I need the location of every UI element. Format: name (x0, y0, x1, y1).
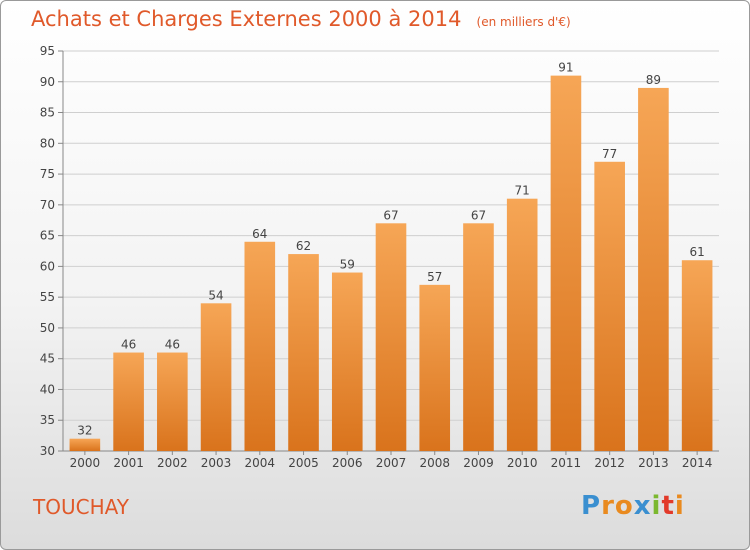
x-tick-label: 2011 (551, 456, 582, 470)
x-tick-label: 2010 (507, 456, 538, 470)
y-tick-label: 95 (40, 44, 55, 58)
bar-value-label: 54 (208, 288, 223, 302)
bar (638, 87, 669, 451)
y-tick-label: 70 (40, 198, 55, 212)
y-tick-label: 90 (40, 75, 55, 89)
x-tick-label: 2007 (376, 456, 407, 470)
bar (463, 223, 494, 451)
y-tick-label: 80 (40, 136, 55, 150)
x-tick-label: 2014 (682, 456, 713, 470)
bar-value-label: 77 (602, 147, 617, 161)
bar (419, 284, 451, 451)
x-tick-label: 2009 (463, 456, 494, 470)
labels: 30 35 40 45 50 55 60 65 70 75 80 85 90 95 32 2000 46 2001… (40, 44, 713, 470)
bar-value-label: 67 (471, 208, 486, 222)
bar (157, 352, 188, 451)
bar-value-label: 67 (383, 208, 398, 222)
bars (69, 75, 713, 451)
bar (594, 161, 625, 451)
logo-letter: i (651, 491, 662, 521)
y-tick-label: 50 (40, 321, 55, 335)
place-name: TOUCHAY (33, 495, 129, 519)
chart-title: Achats et Charges Externes 2000 à 2014 (31, 7, 462, 31)
bar (681, 260, 713, 451)
bar-value-label: 46 (165, 338, 180, 352)
bar-value-label: 46 (121, 338, 136, 352)
bar-value-label: 61 (689, 245, 704, 259)
y-tick-label: 40 (40, 382, 55, 396)
bar (331, 272, 363, 451)
logo-letter: o (614, 491, 634, 521)
y-tick-label: 75 (40, 167, 55, 181)
x-tick-label: 2006 (332, 456, 363, 470)
bar (244, 241, 276, 451)
y-tick-label: 65 (40, 229, 55, 243)
y-tick-label: 35 (40, 413, 55, 427)
bar (113, 352, 144, 451)
y-tick-label: 85 (40, 106, 55, 120)
logo-letter: t (661, 491, 675, 521)
x-tick-label: 2004 (245, 456, 276, 470)
title-row: Achats et Charges Externes 2000 à 2014 (… (31, 7, 571, 31)
bar-value-label: 64 (252, 227, 267, 241)
bar-value-label: 57 (427, 270, 442, 284)
bar-value-label: 62 (296, 239, 311, 253)
x-tick-label: 2008 (419, 456, 450, 470)
x-tick-label: 2013 (638, 456, 669, 470)
x-tick-label: 2001 (113, 456, 144, 470)
bar (375, 223, 407, 451)
bar (506, 198, 538, 451)
proxiti-logo[interactable]: Proxiti (581, 491, 685, 521)
logo-letter: r (601, 491, 615, 521)
bar (69, 438, 101, 451)
x-tick-label: 2005 (288, 456, 319, 470)
y-tick-label: 30 (40, 444, 55, 458)
bar (200, 303, 232, 451)
bar-value-label: 89 (646, 73, 661, 87)
bar (550, 75, 582, 451)
bar-value-label: 32 (77, 424, 92, 438)
x-tick-label: 2012 (594, 456, 625, 470)
y-tick-label: 60 (40, 259, 55, 273)
bar-value-label: 71 (515, 184, 530, 198)
logo-letter: i (674, 491, 685, 521)
x-tick-label: 2002 (157, 456, 188, 470)
bar (288, 254, 319, 451)
bar-value-label: 91 (558, 61, 573, 75)
chart-subtitle: (en milliers d'€) (476, 15, 571, 29)
x-tick-label: 2000 (70, 456, 101, 470)
y-tick-label: 55 (40, 290, 55, 304)
y-tick-label: 45 (40, 352, 55, 366)
x-tick-label: 2003 (201, 456, 232, 470)
logo-letter: P (581, 491, 602, 521)
logo-letter: x (633, 491, 652, 521)
bar-value-label: 59 (340, 258, 355, 272)
